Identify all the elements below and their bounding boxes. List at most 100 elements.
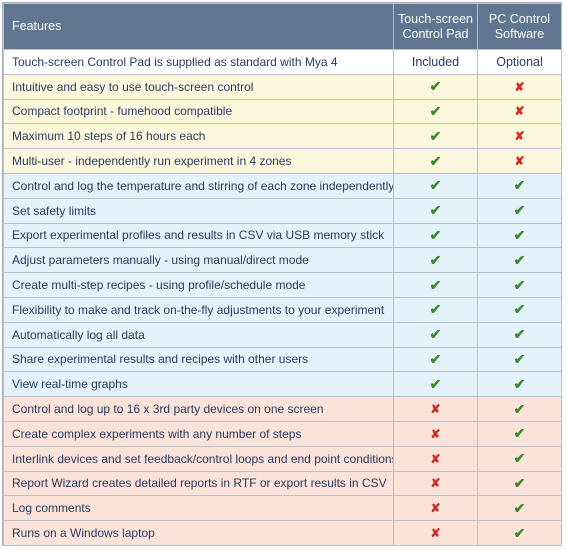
pc-control-cell: ✔ bbox=[477, 396, 562, 422]
table-header-row: Features Touch-screen Control Pad PC Con… bbox=[3, 3, 562, 50]
touch-screen-cell: ✘ bbox=[393, 445, 478, 472]
pc-control-cell: ✔ bbox=[477, 371, 562, 398]
pc-control-cell: ✔ bbox=[477, 321, 562, 348]
feature-label: Share experimental results and recipes w… bbox=[3, 346, 394, 373]
pc-control-cell: ✘ bbox=[477, 73, 562, 100]
table-row: Export experimental profiles and results… bbox=[3, 222, 562, 249]
check-icon: ✔ bbox=[429, 177, 442, 194]
check-icon: ✔ bbox=[513, 425, 526, 442]
cross-icon: ✘ bbox=[430, 526, 441, 541]
pc-control-cell: ✔ bbox=[477, 222, 562, 249]
touch-screen-cell: ✔ bbox=[393, 346, 478, 373]
feature-label: Control and log up to 16 x 3rd party dev… bbox=[3, 396, 394, 422]
table-row: Compact footprint - fumehood compatible ✔… bbox=[3, 98, 562, 125]
pc-control-cell: ✔ bbox=[477, 197, 562, 224]
cross-icon: ✘ bbox=[514, 104, 525, 119]
table-row: Multi-user - independently run experimen… bbox=[3, 148, 562, 174]
table-row: Flexibility to make and track on-the-fly… bbox=[3, 296, 562, 323]
table-row: Create multi-step recipes - using profil… bbox=[3, 272, 562, 298]
table-row: View real-time graphs ✔ ✔ bbox=[3, 371, 562, 398]
cross-icon: ✘ bbox=[430, 402, 441, 417]
feature-label: Create complex experiments with any numb… bbox=[3, 420, 394, 447]
check-icon: ✔ bbox=[429, 78, 442, 95]
cross-icon: ✘ bbox=[514, 129, 525, 144]
pc-control-cell: ✘ bbox=[477, 98, 562, 125]
table-row: Set safety limits ✔ ✔ bbox=[3, 197, 562, 224]
touch-screen-cell: ✔ bbox=[393, 123, 478, 150]
check-icon: ✔ bbox=[429, 152, 442, 169]
comparison-table-container: Features Touch-screen Control Pad PC Con… bbox=[2, 2, 562, 546]
check-icon: ✔ bbox=[429, 127, 442, 144]
pc-control-cell: ✔ bbox=[477, 520, 562, 546]
pc-control-cell: ✔ bbox=[477, 247, 562, 274]
touch-screen-cell: ✔ bbox=[393, 247, 478, 274]
table-row: Share experimental results and recipes w… bbox=[3, 346, 562, 373]
touch-screen-cell: ✔ bbox=[393, 371, 478, 398]
check-icon: ✔ bbox=[513, 400, 526, 417]
feature-label: Export experimental profiles and results… bbox=[3, 222, 394, 249]
check-icon: ✔ bbox=[429, 301, 442, 318]
pc-control-cell: ✘ bbox=[477, 148, 562, 174]
touch-screen-cell: Included bbox=[393, 49, 478, 75]
feature-label: Control and log the temperature and stir… bbox=[3, 172, 394, 199]
check-icon: ✔ bbox=[513, 524, 526, 541]
pc-control-cell: Optional bbox=[477, 49, 562, 75]
check-icon: ✔ bbox=[513, 301, 526, 318]
cross-icon: ✘ bbox=[430, 426, 441, 441]
cross-icon: ✘ bbox=[514, 154, 525, 169]
table-row: Intuitive and easy to use touch-screen c… bbox=[3, 73, 562, 100]
touch-screen-cell: ✔ bbox=[393, 222, 478, 249]
feature-label: Log comments bbox=[3, 495, 394, 522]
feature-label: Compact footprint - fumehood compatible bbox=[3, 98, 394, 125]
check-icon: ✔ bbox=[429, 202, 442, 219]
feature-label: Touch-screen Control Pad is supplied as … bbox=[3, 49, 394, 75]
check-icon: ✔ bbox=[513, 326, 526, 343]
feature-label: Maximum 10 steps of 16 hours each bbox=[3, 123, 394, 150]
pc-control-cell: ✘ bbox=[477, 123, 562, 150]
check-icon: ✔ bbox=[429, 276, 442, 293]
cross-icon: ✘ bbox=[430, 451, 441, 466]
table-row: Interlink devices and set feedback/contr… bbox=[3, 445, 562, 472]
check-icon: ✔ bbox=[429, 251, 442, 268]
pc-control-cell: ✔ bbox=[477, 445, 562, 472]
pc-control-cell: ✔ bbox=[477, 470, 562, 497]
check-icon: ✔ bbox=[429, 350, 442, 367]
touch-screen-cell: ✔ bbox=[393, 272, 478, 298]
pc-control-cell: ✔ bbox=[477, 420, 562, 447]
features-header: Features bbox=[3, 3, 394, 50]
table-row: Control and log the temperature and stir… bbox=[3, 172, 562, 199]
table-row: Runs on a Windows laptop ✘ ✔ bbox=[3, 520, 562, 546]
check-icon: ✔ bbox=[513, 202, 526, 219]
check-icon: ✔ bbox=[513, 177, 526, 194]
feature-label: Set safety limits bbox=[3, 197, 394, 224]
feature-label: Create multi-step recipes - using profil… bbox=[3, 272, 394, 298]
feature-label: Multi-user - independently run experimen… bbox=[3, 148, 394, 174]
table-row: Create complex experiments with any numb… bbox=[3, 420, 562, 447]
table-row: Control and log up to 16 x 3rd party dev… bbox=[3, 396, 562, 422]
feature-label: Adjust parameters manually - using manua… bbox=[3, 247, 394, 274]
touch-screen-cell: ✔ bbox=[393, 197, 478, 224]
pc-control-cell: ✔ bbox=[477, 272, 562, 298]
table-row: Adjust parameters manually - using manua… bbox=[3, 247, 562, 274]
feature-label: Flexibility to make and track on-the-fly… bbox=[3, 296, 394, 323]
touch-screen-cell: ✔ bbox=[393, 321, 478, 348]
feature-comparison-table: Features Touch-screen Control Pad PC Con… bbox=[3, 3, 562, 546]
pc-control-header: PC Control Software bbox=[477, 3, 562, 50]
check-icon: ✔ bbox=[513, 226, 526, 243]
check-icon: ✔ bbox=[429, 226, 442, 243]
feature-label: Interlink devices and set feedback/contr… bbox=[3, 445, 394, 472]
touch-screen-cell: ✘ bbox=[393, 520, 478, 546]
feature-label: Runs on a Windows laptop bbox=[3, 520, 394, 546]
check-icon: ✔ bbox=[513, 251, 526, 268]
pc-control-cell: ✔ bbox=[477, 296, 562, 323]
feature-label: Report Wizard creates detailed reports i… bbox=[3, 470, 394, 497]
table-row: Report Wizard creates detailed reports i… bbox=[3, 470, 562, 497]
table-row: Touch-screen Control Pad is supplied as … bbox=[3, 49, 562, 75]
table-body: Features Touch-screen Control Pad PC Con… bbox=[3, 3, 562, 546]
pc-control-cell: ✔ bbox=[477, 495, 562, 522]
cross-icon: ✘ bbox=[514, 79, 525, 94]
check-icon: ✔ bbox=[513, 450, 526, 467]
check-icon: ✔ bbox=[429, 102, 442, 119]
check-icon: ✔ bbox=[513, 350, 526, 367]
check-icon: ✔ bbox=[429, 375, 442, 392]
